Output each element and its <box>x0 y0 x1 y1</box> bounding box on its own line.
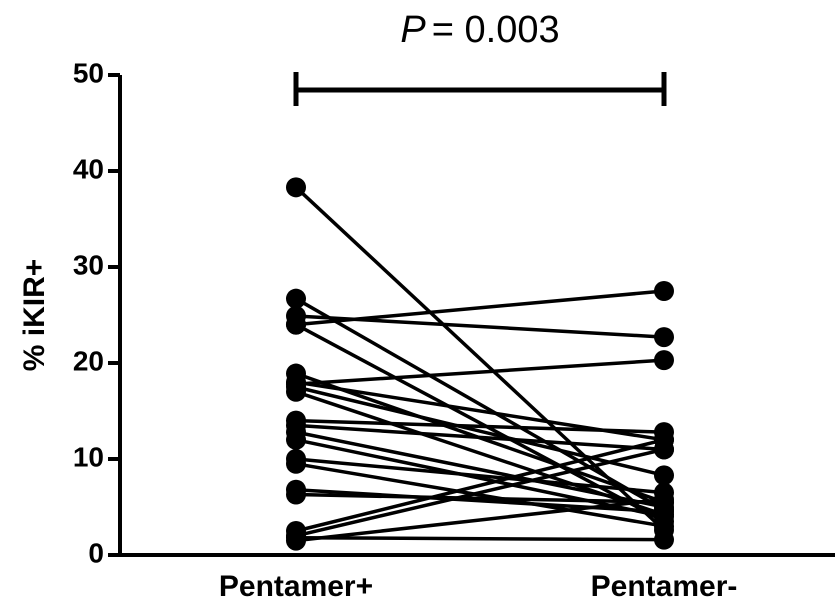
point <box>286 288 306 309</box>
y-axis-label: % iKIR+ <box>18 259 51 372</box>
y-tick-label: 40 <box>73 153 104 184</box>
pair-line <box>295 423 665 452</box>
pair-line <box>295 430 665 509</box>
point <box>654 281 674 301</box>
pair-line <box>295 497 665 543</box>
y-tick-label: 20 <box>73 345 104 376</box>
bracket <box>293 72 667 106</box>
point <box>654 489 674 510</box>
x-tick-label: Pentamer+ <box>219 570 373 603</box>
pair-line <box>295 438 665 533</box>
point <box>286 527 306 548</box>
pair-line <box>295 535 665 542</box>
pair-line <box>295 314 665 339</box>
pair-line <box>295 385 665 478</box>
pair-line <box>295 358 665 386</box>
pair-line <box>295 418 665 434</box>
y-tick-label: 50 <box>73 57 104 88</box>
p-value-annotation: P = 0.003 <box>400 9 559 51</box>
point <box>286 484 306 505</box>
point <box>654 529 674 550</box>
point <box>654 439 674 460</box>
x-tick-label: Pentamer- <box>591 570 738 603</box>
point <box>654 465 674 486</box>
y-tick-label: 30 <box>73 249 104 280</box>
pair-line <box>295 462 665 528</box>
y-tick-label: 10 <box>73 441 104 472</box>
y-tick-label: 0 <box>88 537 104 568</box>
pair-line <box>295 492 665 504</box>
point <box>654 327 674 348</box>
pair-line <box>295 447 665 538</box>
pair-line <box>295 457 665 495</box>
p-symbol: P <box>400 9 426 51</box>
point <box>286 314 306 335</box>
pair-line <box>295 297 665 512</box>
p-text: = 0.003 <box>432 9 560 51</box>
point <box>286 381 306 402</box>
point <box>654 350 674 371</box>
point <box>286 453 306 474</box>
pair-line <box>295 438 665 519</box>
point <box>286 177 306 198</box>
pair-line <box>295 487 665 514</box>
point <box>286 429 306 450</box>
